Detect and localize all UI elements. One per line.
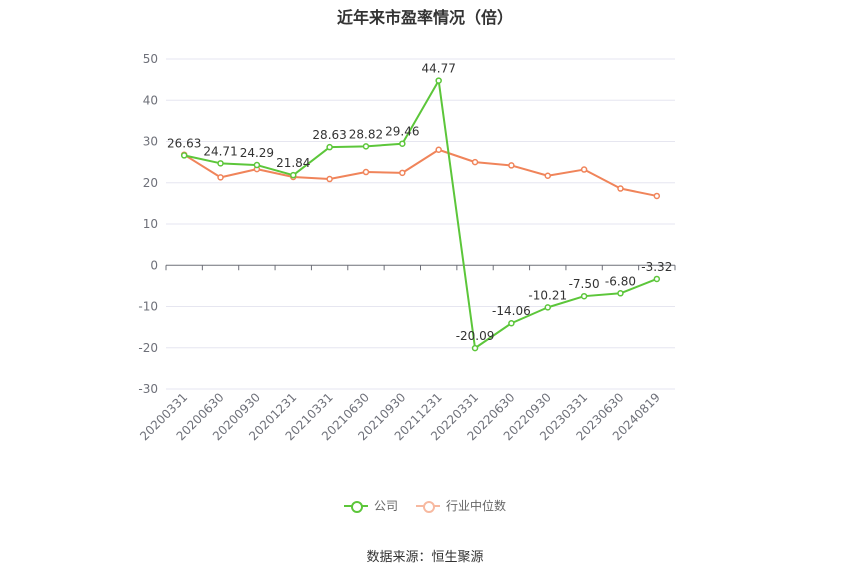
company-data-label: 26.63: [167, 136, 201, 150]
company-data-label: -7.50: [569, 277, 600, 291]
company-data-point: [326, 143, 333, 151]
legend-industry-label: 行业中位数: [446, 499, 507, 513]
company-data-label: 28.63: [312, 128, 346, 142]
company-data-label: -14.06: [492, 304, 531, 318]
legend-company-marker: [343, 499, 368, 513]
legend-item-industry[interactable]: 行业中位数: [416, 497, 506, 514]
industry-data-point: [435, 146, 442, 153]
company-data-point: [180, 152, 188, 159]
y-tick-label: 40: [143, 93, 158, 107]
industry-data-point: [362, 168, 370, 176]
industry-data-point: [508, 162, 515, 169]
company-data-point: [580, 292, 588, 300]
company-data-point: [253, 161, 261, 169]
company-data-point: [471, 344, 479, 352]
legend-company-label: 公司: [373, 499, 398, 513]
company-data-point: [217, 160, 224, 167]
y-tick-label: 20: [143, 176, 158, 190]
company-data-label: 21.84: [276, 156, 310, 170]
data-source: 数据来源：恒生聚源: [366, 550, 484, 565]
industry-data-point: [544, 172, 551, 179]
industry-data-point: [399, 169, 406, 177]
y-tick-label: 10: [143, 217, 158, 231]
company-data-label: 24.71: [203, 144, 237, 158]
company-data-label: 28.82: [349, 127, 383, 141]
company-data-label: 29.46: [385, 125, 419, 139]
company-data-point: [544, 304, 551, 311]
legend: 公司 行业中位数: [0, 497, 850, 514]
company-data-label: -3.32: [641, 260, 672, 274]
legend-industry-marker: [416, 499, 440, 513]
company-data-label: -6.80: [605, 274, 636, 288]
company-series-line: [183, 79, 658, 350]
company-data-label: 24.29: [240, 146, 274, 160]
y-tick-label: -30: [138, 382, 158, 396]
industry-data-point: [617, 185, 624, 192]
company-data-point: [399, 140, 406, 147]
company-data-point: [508, 319, 515, 327]
industry-data-point: [653, 192, 661, 200]
industry-data-point: [217, 174, 224, 181]
company-data-point: [290, 171, 297, 179]
company-data-point: [617, 290, 624, 297]
y-tick-label: 50: [143, 52, 158, 66]
y-tick-label: 30: [143, 135, 158, 149]
y-tick-label: -10: [138, 300, 158, 314]
industry-data-point: [580, 166, 588, 173]
y-tick-label: 0: [150, 258, 158, 272]
industry-series-line: [183, 148, 658, 197]
company-data-point: [653, 275, 661, 283]
industry-data-point: [326, 175, 333, 183]
company-data-label: -20.09: [456, 329, 495, 343]
company-data-point: [362, 143, 370, 150]
company-data-label: -10.21: [528, 288, 567, 302]
company-data-point: [435, 77, 442, 84]
company-data-label: 44.77: [421, 62, 455, 76]
industry-data-point: [471, 158, 479, 166]
chart-title: 近年来市盈率情况（倍）: [336, 8, 513, 27]
y-tick-label: -20: [138, 341, 158, 355]
legend-item-company[interactable]: 公司: [343, 497, 398, 514]
